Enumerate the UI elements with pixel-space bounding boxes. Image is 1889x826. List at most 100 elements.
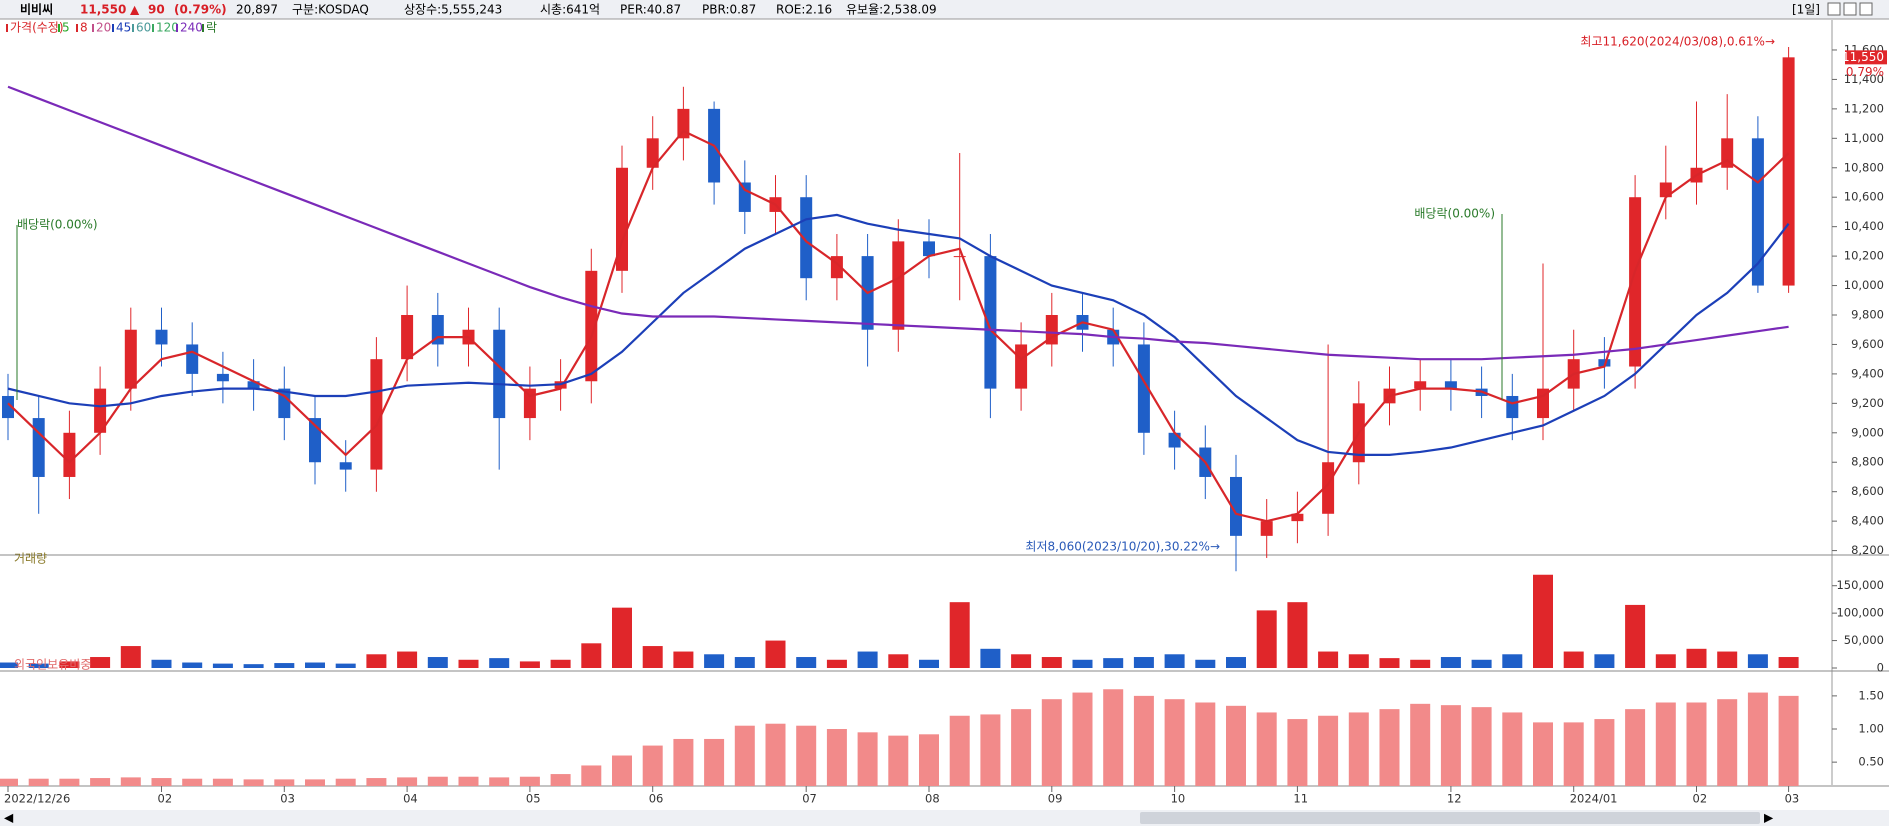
y-tick-label: 1.00 bbox=[1858, 722, 1884, 736]
candle-body bbox=[94, 388, 107, 433]
bar bbox=[59, 778, 80, 786]
candle-body bbox=[646, 138, 659, 168]
bar bbox=[120, 777, 141, 786]
bar bbox=[1471, 707, 1492, 786]
per: PER:40.87 bbox=[620, 3, 681, 17]
legend-swatch bbox=[6, 24, 8, 32]
x-tick-label: 03 bbox=[280, 792, 295, 806]
bar bbox=[581, 765, 602, 786]
bar bbox=[796, 725, 817, 786]
bar bbox=[1686, 648, 1707, 668]
bar bbox=[120, 646, 141, 668]
moving-average bbox=[7, 129, 1790, 523]
last-pct: 0.79% bbox=[1846, 65, 1884, 79]
legend-label: 8 bbox=[80, 21, 88, 35]
bar bbox=[1533, 574, 1553, 668]
bar bbox=[980, 648, 1001, 668]
x-tick-label: 11 bbox=[1293, 792, 1308, 806]
candle-body bbox=[247, 381, 260, 389]
y-tick-label: 9,800 bbox=[1851, 308, 1884, 322]
legend-label: 45 bbox=[116, 21, 131, 35]
bar bbox=[519, 661, 540, 668]
candle-body bbox=[738, 182, 751, 212]
bar bbox=[1655, 654, 1676, 668]
bar bbox=[826, 659, 847, 668]
bar bbox=[581, 643, 602, 668]
legend-label: 락 bbox=[206, 21, 217, 35]
bar bbox=[550, 659, 571, 668]
last-price-box bbox=[1845, 50, 1887, 65]
bar bbox=[458, 659, 479, 668]
y-tick-label: 10,200 bbox=[1844, 249, 1884, 263]
x-tick-label: 02 bbox=[158, 792, 173, 806]
y-tick-label: 10,400 bbox=[1844, 219, 1884, 233]
bar bbox=[1625, 709, 1646, 786]
candle-body bbox=[401, 315, 414, 360]
legend-swatch bbox=[76, 24, 78, 32]
y-tick-label: 50,000 bbox=[1844, 633, 1884, 647]
bar bbox=[0, 778, 18, 786]
candle-body bbox=[1444, 381, 1457, 389]
legend-swatch bbox=[112, 24, 114, 32]
scroll-thumb[interactable] bbox=[1140, 812, 1760, 824]
bar bbox=[489, 658, 510, 668]
legend-swatch bbox=[202, 24, 204, 32]
window-button[interactable] bbox=[1827, 2, 1841, 16]
window-button[interactable] bbox=[1843, 2, 1857, 16]
x-tick-label: 06 bbox=[649, 792, 664, 806]
panel-title: 거래량 bbox=[14, 552, 47, 566]
candle-body bbox=[124, 329, 137, 389]
bar bbox=[1041, 699, 1062, 786]
bar bbox=[1011, 654, 1032, 668]
candle-body bbox=[1414, 381, 1427, 389]
candle-body bbox=[800, 197, 813, 279]
legend-label: 가격(수정) bbox=[10, 21, 64, 35]
header-bar bbox=[0, 0, 1889, 19]
bar bbox=[212, 663, 233, 668]
change: 90 bbox=[148, 3, 165, 17]
bar bbox=[612, 755, 632, 786]
x-tick-label: 05 bbox=[526, 792, 541, 806]
bar bbox=[1686, 702, 1707, 786]
candle-body bbox=[1045, 315, 1058, 345]
legend-swatch bbox=[152, 24, 154, 32]
legend-label: 60 bbox=[136, 21, 151, 35]
bar bbox=[1164, 699, 1185, 786]
bar bbox=[1226, 705, 1246, 786]
bar bbox=[59, 661, 80, 668]
y-tick-label: 0 bbox=[1877, 661, 1884, 675]
period[interactable]: [1일] bbox=[1792, 3, 1820, 17]
x-tick-label: 07 bbox=[802, 792, 817, 806]
bar bbox=[366, 654, 387, 668]
bar bbox=[919, 659, 939, 668]
bar bbox=[550, 774, 571, 786]
bar bbox=[1410, 703, 1431, 786]
bar bbox=[734, 657, 755, 668]
scroll-right[interactable]: ▶ bbox=[1764, 811, 1774, 825]
candle-body bbox=[1168, 432, 1181, 448]
bar bbox=[274, 663, 295, 668]
bar bbox=[1011, 709, 1032, 786]
bar bbox=[857, 651, 878, 668]
y-tick-label: 9,400 bbox=[1851, 366, 1884, 380]
y-tick-label: 11,200 bbox=[1844, 101, 1884, 115]
candle-body bbox=[63, 432, 76, 477]
bar bbox=[28, 663, 49, 668]
bar bbox=[888, 654, 909, 668]
x-tick-label: 2022/12/26 bbox=[4, 792, 70, 806]
bar bbox=[1287, 602, 1308, 668]
bar bbox=[1256, 712, 1277, 786]
bar bbox=[612, 607, 632, 668]
scroll-left[interactable]: ◀ bbox=[4, 811, 14, 825]
candle-body bbox=[923, 241, 935, 257]
x-tick-label: 12 bbox=[1447, 792, 1462, 806]
stock-name: 비비씨 bbox=[20, 2, 53, 17]
candle-body bbox=[616, 167, 628, 271]
bar bbox=[1533, 722, 1553, 786]
candle-body bbox=[953, 256, 966, 258]
window-button[interactable] bbox=[1859, 2, 1873, 16]
candle-body bbox=[370, 359, 383, 470]
bar bbox=[1103, 658, 1124, 668]
legend-label: 5 bbox=[62, 21, 70, 35]
legend-swatch bbox=[132, 24, 134, 32]
